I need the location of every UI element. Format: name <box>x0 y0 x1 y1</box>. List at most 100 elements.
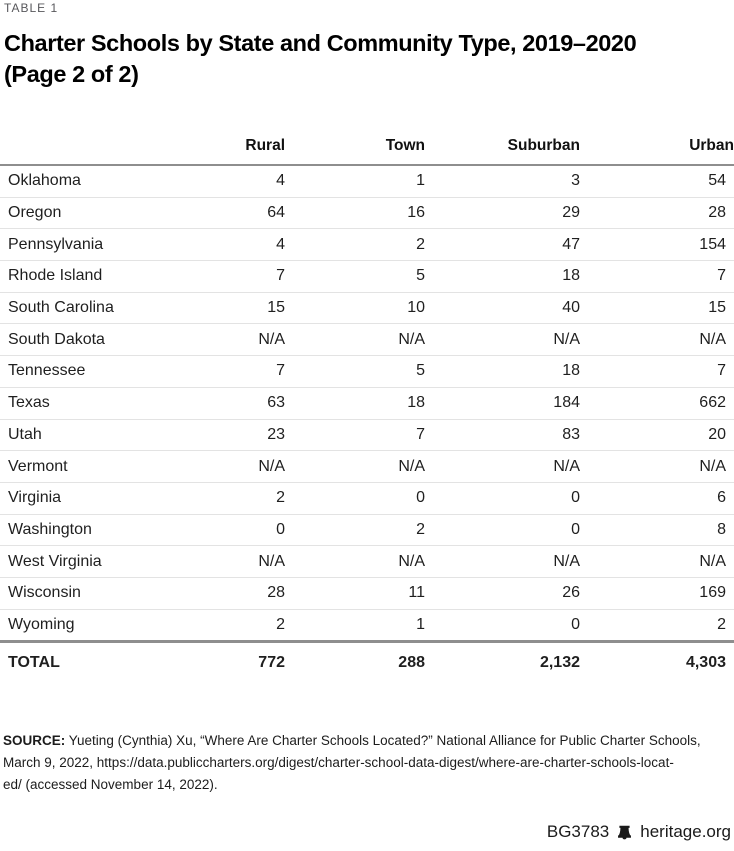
table-row: Vermont N/A N/A N/A N/A <box>0 450 734 483</box>
table-header-row: Rural Town Suburban Urban <box>0 128 734 166</box>
column-header-suburban: Suburban <box>425 128 580 166</box>
state-name: Oklahoma <box>0 165 200 198</box>
rural-value: 2 <box>200 609 285 644</box>
table-total-row: TOTAL 772 288 2,132 4,303 <box>0 642 734 682</box>
footer: BG3783 heritage.org <box>547 822 731 842</box>
suburban-value: N/A <box>425 450 580 483</box>
suburban-value: 29 <box>425 197 580 230</box>
suburban-value: 18 <box>425 260 580 293</box>
total-label: TOTAL <box>8 654 60 672</box>
table-row: Washington 0 2 0 8 <box>0 514 734 547</box>
urban-value: 154 <box>580 228 734 262</box>
town-value: 0 <box>285 482 425 515</box>
suburban-value: 18 <box>425 355 580 388</box>
title-line-2: (Page 2 of 2) <box>4 61 139 87</box>
town-value: 18 <box>285 387 425 420</box>
source-note: SOURCE: Yueting (Cynthia) Xu, “Where Are… <box>3 730 734 796</box>
column-header-rural: Rural <box>200 128 285 166</box>
urban-value: 7 <box>580 355 734 388</box>
urban-value: N/A <box>580 450 734 483</box>
table-row: South Carolina 15 10 40 15 <box>0 292 734 325</box>
urban-value: 15 <box>580 292 734 325</box>
state-name: Texas <box>0 387 200 420</box>
town-value: 1 <box>285 165 425 198</box>
state-name: Oregon <box>0 197 200 230</box>
liberty-bell-icon <box>616 824 633 841</box>
table-number-label: TABLE 1 <box>4 1 59 15</box>
town-value: 2 <box>285 514 425 547</box>
source-line-3: ed/ (accessed November 14, 2022). <box>3 777 218 792</box>
column-header-town: Town <box>285 128 425 166</box>
column-header-urban: Urban <box>580 128 734 166</box>
rural-value: 0 <box>200 514 285 547</box>
urban-value: 28 <box>580 197 734 230</box>
total-town-value: 288 <box>398 654 425 672</box>
total-suburban-value: 2,132 <box>539 654 580 672</box>
town-value: 5 <box>285 355 425 388</box>
state-name: Washington <box>0 514 200 547</box>
suburban-value: 26 <box>425 577 580 610</box>
total-rural-value: 772 <box>258 654 285 672</box>
table-row: Tennessee 7 5 18 7 <box>0 355 734 388</box>
source-label: SOURCE: <box>3 733 66 748</box>
rural-value: N/A <box>200 450 285 483</box>
urban-value: 20 <box>580 419 734 452</box>
town-value: N/A <box>285 545 425 578</box>
suburban-value: 40 <box>425 292 580 325</box>
urban-value: 662 <box>580 387 734 420</box>
table-row: Pennsylvania 4 2 47 154 <box>0 228 734 262</box>
table-row: Oregon 64 16 29 28 <box>0 197 734 230</box>
town-value: 11 <box>285 577 425 610</box>
source-line-1: SOURCE: Yueting (Cynthia) Xu, “Where Are… <box>3 730 734 752</box>
table-row: Utah 23 7 83 20 <box>0 419 734 452</box>
state-name: Tennessee <box>0 355 200 388</box>
suburban-value: 83 <box>425 419 580 452</box>
suburban-value: 47 <box>425 228 580 262</box>
state-name: Vermont <box>0 450 200 483</box>
urban-value: 6 <box>580 482 734 515</box>
suburban-value: 0 <box>425 609 580 644</box>
table-row: South Dakota N/A N/A N/A N/A <box>0 323 734 357</box>
urban-value: N/A <box>580 545 734 578</box>
table-row: Rhode Island 7 5 18 7 <box>0 260 734 293</box>
charter-schools-table: Rural Town Suburban Urban Oklahoma 4 1 3… <box>0 128 734 681</box>
table-row: Wyoming 2 1 0 2 <box>0 609 734 644</box>
town-value: 7 <box>285 419 425 452</box>
rural-value: 4 <box>200 228 285 262</box>
table-row: Wisconsin 28 11 26 169 <box>0 577 734 610</box>
state-name: South Dakota <box>0 323 200 357</box>
rural-value: 7 <box>200 355 285 388</box>
state-name: West Virginia <box>0 545 200 578</box>
table-row: Oklahoma 4 1 3 54 <box>0 165 734 198</box>
state-name: Virginia <box>0 482 200 515</box>
state-name: Utah <box>0 419 200 452</box>
state-name: Wyoming <box>0 609 200 644</box>
urban-value: 169 <box>580 577 734 610</box>
rural-value: 23 <box>200 419 285 452</box>
site-name: heritage.org <box>640 822 731 841</box>
town-value: N/A <box>285 323 425 357</box>
rural-value: N/A <box>200 545 285 578</box>
state-name: Wisconsin <box>0 577 200 610</box>
rural-value: 63 <box>200 387 285 420</box>
state-name: South Carolina <box>0 292 200 325</box>
rural-value: 7 <box>200 260 285 293</box>
page-title: Charter Schools by State and Community T… <box>4 28 637 90</box>
total-urban-value: 4,303 <box>685 654 726 672</box>
town-value: 1 <box>285 609 425 644</box>
town-value: 16 <box>285 197 425 230</box>
rural-value: 64 <box>200 197 285 230</box>
state-name: Rhode Island <box>0 260 200 293</box>
rural-value: N/A <box>200 323 285 357</box>
source-text: Yueting (Cynthia) Xu, “Where Are Charter… <box>68 733 701 748</box>
document-id: BG3783 <box>546 822 610 841</box>
suburban-value: 0 <box>425 482 580 515</box>
suburban-value: N/A <box>425 545 580 578</box>
town-value: 5 <box>285 260 425 293</box>
rural-value: 15 <box>200 292 285 325</box>
table-row: West Virginia N/A N/A N/A N/A <box>0 545 734 578</box>
table-row: Virginia 2 0 0 6 <box>0 482 734 515</box>
town-value: 2 <box>285 228 425 262</box>
source-line-2: March 9, 2022, https://data.publiccharte… <box>3 755 674 770</box>
